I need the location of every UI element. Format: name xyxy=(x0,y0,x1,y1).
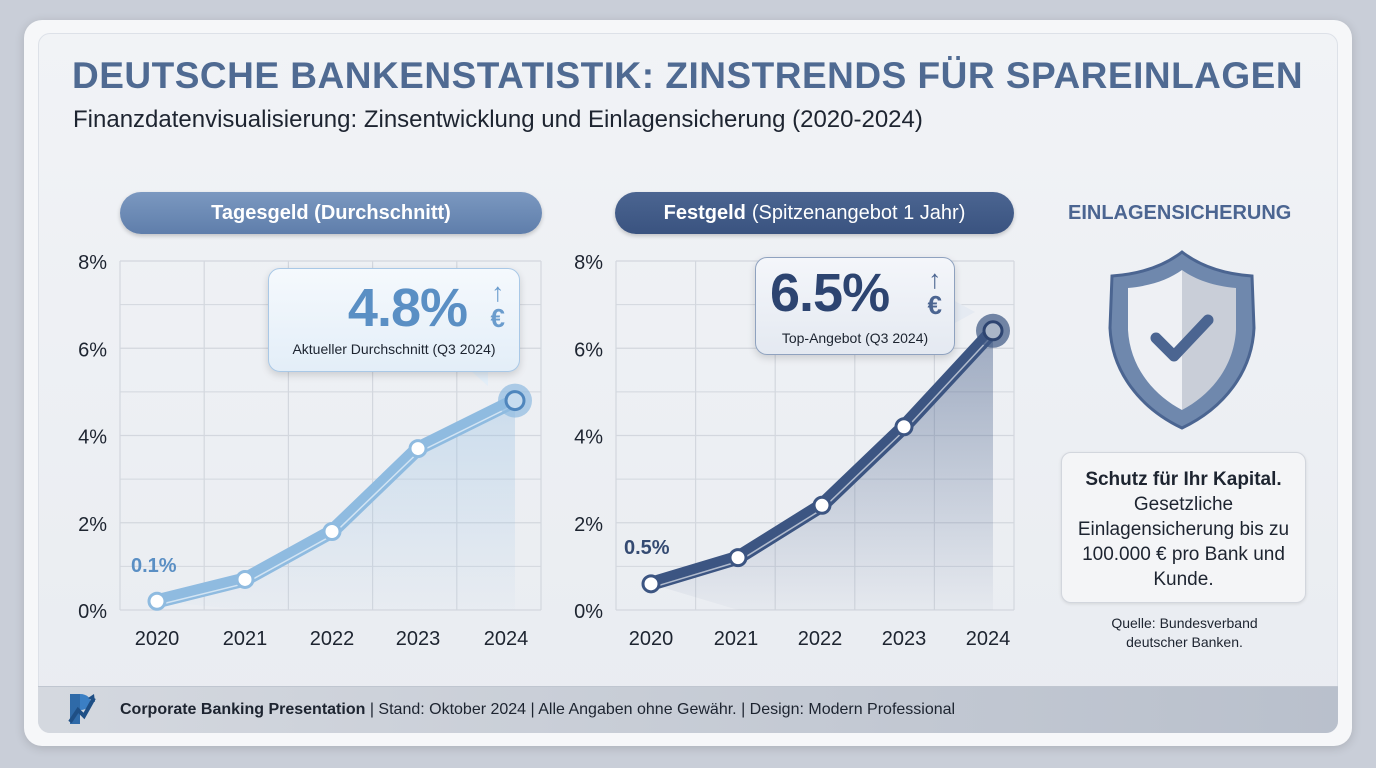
tagesgeld-callout: 4.8% ↑ € Aktueller Durchschnitt (Q3 2024) xyxy=(268,268,520,372)
callout-value: 4.8% xyxy=(347,278,468,338)
data-point xyxy=(322,521,342,541)
y-tick-label: 2% xyxy=(78,514,107,536)
x-tick-label: 2020 xyxy=(135,628,180,650)
x-tick-label: 2023 xyxy=(396,628,441,650)
x-tick-label: 2024 xyxy=(484,628,529,650)
start-value-label: 0.5% xyxy=(624,537,670,559)
footer-text: Corporate Banking Presentation | Stand: … xyxy=(120,701,956,718)
y-tick-label: 0% xyxy=(574,601,603,623)
chart-title-festgeld: Festgeld (Spitzenangebot 1 Jahr) xyxy=(615,192,1014,234)
data-point xyxy=(504,390,526,412)
callout-pointer xyxy=(470,370,488,386)
data-point xyxy=(812,495,832,515)
protection-body: Gesetzliche Einlagensicherung bis zu 100… xyxy=(1077,494,1290,590)
x-tick-label: 2020 xyxy=(629,628,674,650)
protection-title: EINLAGENSICHERUNG xyxy=(1068,202,1292,224)
x-tick-label: 2024 xyxy=(966,628,1011,650)
y-tick-label: 2% xyxy=(574,514,603,536)
data-point xyxy=(235,569,255,589)
shield-check-icon xyxy=(1108,250,1256,430)
data-point xyxy=(147,591,167,611)
protection-info-box: Schutz für Ihr Kapital. Gesetzliche Einl… xyxy=(1061,452,1306,603)
chart-title-bold: Festgeld xyxy=(663,201,746,224)
x-tick-label: 2021 xyxy=(223,628,268,650)
y-tick-label: 8% xyxy=(574,252,603,274)
start-value-label: 0.1% xyxy=(131,555,177,577)
data-point xyxy=(982,320,1004,342)
x-tick-label: 2022 xyxy=(798,628,843,650)
y-tick-label: 4% xyxy=(574,427,603,449)
y-tick-label: 6% xyxy=(574,339,603,361)
area-fill xyxy=(651,330,993,610)
data-point xyxy=(894,417,914,437)
footer-bar xyxy=(38,686,1338,733)
protection-headline: Schutz für Ihr Kapital. xyxy=(1085,469,1282,490)
chart-title-tagesgeld: Tagesgeld (Durchschnitt) xyxy=(120,192,542,234)
slide-panel xyxy=(38,33,1338,733)
arrow-euro-icon: ↑ € xyxy=(927,264,942,320)
x-tick-label: 2022 xyxy=(310,628,355,650)
festgeld-callout: 6.5% ↑ € Top-Angebot (Q3 2024) xyxy=(755,257,955,355)
data-point xyxy=(408,439,428,459)
arrow-euro-icon: ↑ € xyxy=(490,277,505,333)
callout-pointer xyxy=(953,300,975,324)
source-note: Quelle: Bundesverband deutscher Banken. xyxy=(1111,615,1258,650)
festgeld-chart: 0% 2% 4% 6% 8% 2020 2021 2022 2023 2024 xyxy=(574,252,1015,650)
bank-chart-logo-icon xyxy=(68,694,96,724)
chart-title-rest: (Spitzenangebot 1 Jahr) xyxy=(751,201,966,224)
page-title: DEUTSCHE BANKENSTATISTIK: ZINSTRENDS FÜR… xyxy=(72,55,1304,96)
callout-value: 6.5% xyxy=(770,263,890,323)
y-tick-label: 8% xyxy=(78,252,107,274)
data-point xyxy=(641,574,661,594)
callout-caption: Top-Angebot (Q3 2024) xyxy=(781,330,929,346)
x-tick-label: 2021 xyxy=(714,628,759,650)
callout-caption: Aktueller Durchschnitt (Q3 2024) xyxy=(292,341,496,357)
data-point xyxy=(728,548,748,568)
y-tick-label: 6% xyxy=(78,339,107,361)
y-tick-label: 4% xyxy=(78,427,107,449)
x-tick-label: 2023 xyxy=(882,628,927,650)
page-subtitle: Finanzdatenvisualisierung: Zinsentwicklu… xyxy=(73,106,923,133)
y-tick-label: 0% xyxy=(78,601,107,623)
